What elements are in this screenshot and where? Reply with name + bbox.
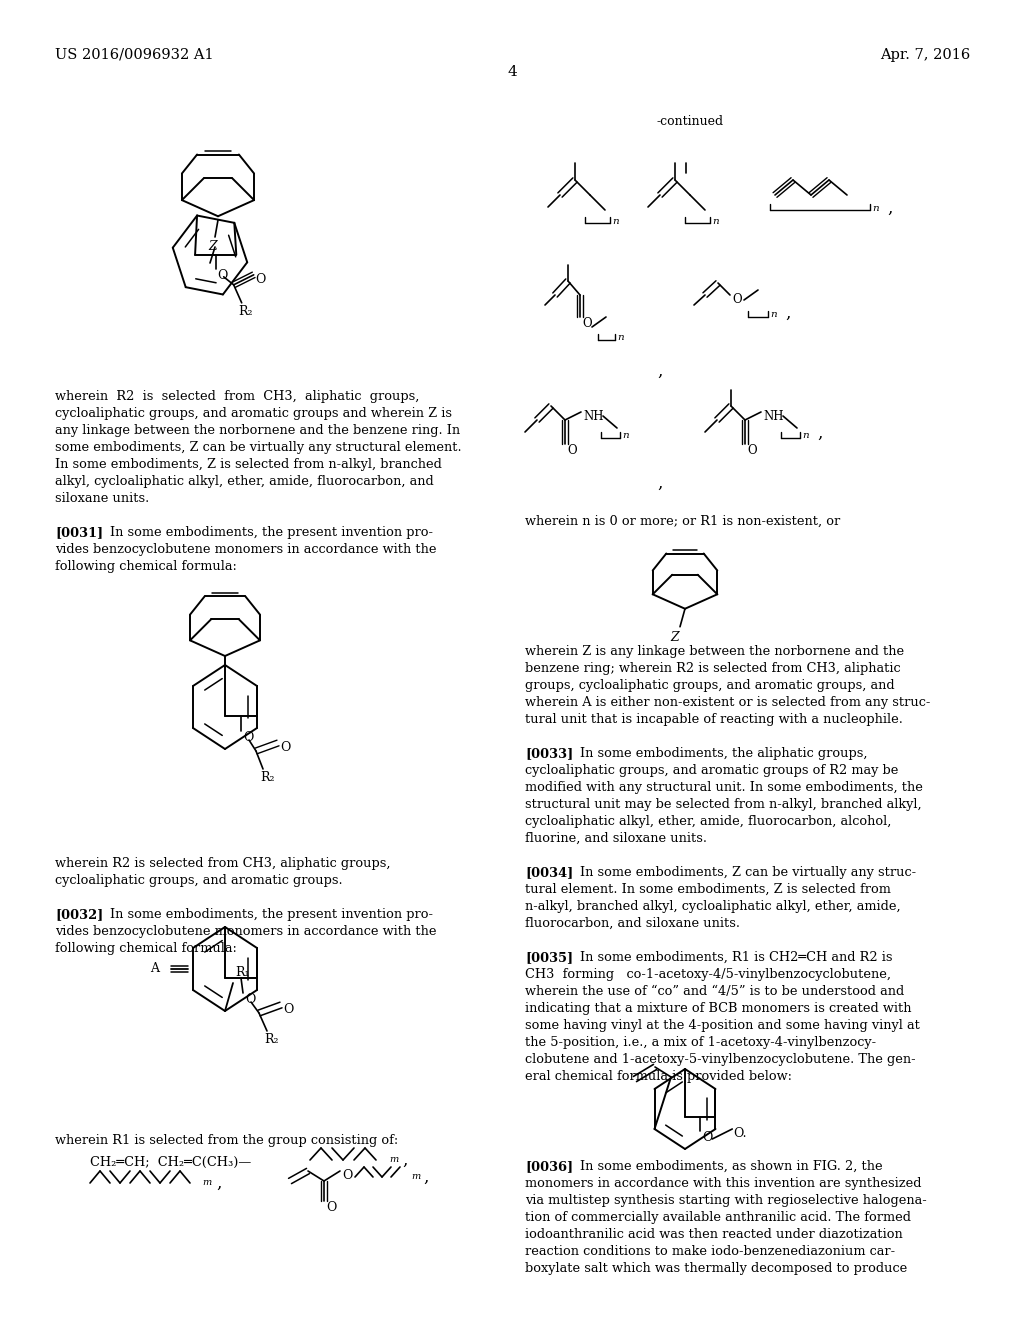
Text: some having vinyl at the 4-position and some having vinyl at: some having vinyl at the 4-position and … xyxy=(525,1019,920,1032)
Text: O: O xyxy=(702,1131,713,1144)
Text: [0033]: [0033] xyxy=(525,747,573,760)
Text: modified with any structural unit. In some embodiments, the: modified with any structural unit. In so… xyxy=(525,781,923,795)
Text: cycloaliphatic groups, and aromatic groups.: cycloaliphatic groups, and aromatic grou… xyxy=(55,874,343,887)
Text: In some embodiments, Z is selected from n-alkyl, branched: In some embodiments, Z is selected from … xyxy=(55,458,442,471)
Text: [0035]: [0035] xyxy=(525,950,573,964)
Text: m: m xyxy=(202,1177,211,1187)
Text: following chemical formula:: following chemical formula: xyxy=(55,942,237,954)
Text: some embodiments, Z can be virtually any structural element.: some embodiments, Z can be virtually any… xyxy=(55,441,462,454)
Text: A: A xyxy=(151,962,159,975)
Text: m: m xyxy=(411,1172,420,1181)
Text: wherein the use of “co” and “4/5” is to be understood and: wherein the use of “co” and “4/5” is to … xyxy=(525,985,904,998)
Text: clobutene and 1-acetoxy-5-vinylbenzocyclobutene. The gen-: clobutene and 1-acetoxy-5-vinylbenzocycl… xyxy=(525,1053,915,1067)
Text: O: O xyxy=(582,317,592,330)
Text: tion of commercially available anthranilic acid. The formed: tion of commercially available anthranil… xyxy=(525,1210,911,1224)
Text: In some embodiments, the present invention pro-: In some embodiments, the present inventi… xyxy=(110,525,433,539)
Text: n: n xyxy=(622,432,629,440)
Text: fluorocarbon, and siloxane units.: fluorocarbon, and siloxane units. xyxy=(525,917,740,931)
Text: fluorine, and siloxane units.: fluorine, and siloxane units. xyxy=(525,832,707,845)
Text: 4: 4 xyxy=(507,65,517,79)
Text: O: O xyxy=(218,269,228,282)
Text: ,: , xyxy=(817,425,822,442)
Text: groups, cycloaliphatic groups, and aromatic groups, and: groups, cycloaliphatic groups, and aroma… xyxy=(525,678,895,692)
Text: O: O xyxy=(256,273,266,286)
Text: O: O xyxy=(283,1003,294,1016)
Text: eral chemical formula is provided below:: eral chemical formula is provided below: xyxy=(525,1071,792,1082)
Text: n: n xyxy=(712,216,719,226)
Text: cycloaliphatic alkyl, ether, amide, fluorocarbon, alcohol,: cycloaliphatic alkyl, ether, amide, fluo… xyxy=(525,814,891,828)
Text: boxylate salt which was thermally decomposed to produce: boxylate salt which was thermally decomp… xyxy=(525,1262,907,1275)
Text: CH3  forming   co-1-acetoxy-4/5-vinylbenzocyclobutene,: CH3 forming co-1-acetoxy-4/5-vinylbenzoc… xyxy=(525,968,891,981)
Text: ,: , xyxy=(216,1175,221,1192)
Text: Z: Z xyxy=(671,631,679,644)
Text: In some embodiments, Z can be virtually any struc-: In some embodiments, Z can be virtually … xyxy=(580,866,916,879)
Text: benzene ring; wherein R2 is selected from CH3, aliphatic: benzene ring; wherein R2 is selected fro… xyxy=(525,663,901,675)
Text: [0031]: [0031] xyxy=(55,525,103,539)
Text: In some embodiments, the present invention pro-: In some embodiments, the present inventi… xyxy=(110,908,433,921)
Text: [0032]: [0032] xyxy=(55,908,103,921)
Text: m: m xyxy=(389,1155,398,1164)
Text: ,: , xyxy=(887,201,892,216)
Text: NH: NH xyxy=(583,411,603,422)
Text: n: n xyxy=(617,333,624,342)
Text: n: n xyxy=(612,216,618,226)
Text: In some embodiments, R1 is CH2═CH and R2 is: In some embodiments, R1 is CH2═CH and R2… xyxy=(580,950,893,964)
Text: O: O xyxy=(280,741,291,754)
Text: NH: NH xyxy=(763,411,783,422)
Text: following chemical formula:: following chemical formula: xyxy=(55,560,237,573)
Text: vides benzocyclobutene monomers in accordance with the: vides benzocyclobutene monomers in accor… xyxy=(55,543,436,556)
Text: reaction conditions to make iodo-benzenediazonium car-: reaction conditions to make iodo-benzene… xyxy=(525,1245,895,1258)
Text: In some embodiments, the aliphatic groups,: In some embodiments, the aliphatic group… xyxy=(580,747,867,760)
Text: O: O xyxy=(243,731,253,744)
Text: cycloaliphatic groups, and aromatic groups and wherein Z is: cycloaliphatic groups, and aromatic grou… xyxy=(55,407,452,420)
Text: indicating that a mixture of BCB monomers is created with: indicating that a mixture of BCB monomer… xyxy=(525,1002,911,1015)
Text: vides benzocyclobutene monomers in accordance with the: vides benzocyclobutene monomers in accor… xyxy=(55,925,436,939)
Text: ,: , xyxy=(657,363,663,380)
Text: n: n xyxy=(770,310,776,319)
Text: ,: , xyxy=(402,1152,408,1170)
Text: the 5-position, i.e., a mix of 1-acetoxy-4-vinylbenzocy-: the 5-position, i.e., a mix of 1-acetoxy… xyxy=(525,1036,877,1049)
Text: tural element. In some embodiments, Z is selected from: tural element. In some embodiments, Z is… xyxy=(525,883,891,896)
Text: Z: Z xyxy=(209,240,217,253)
Text: R₁: R₁ xyxy=(234,966,250,979)
Text: siloxane units.: siloxane units. xyxy=(55,492,150,506)
Text: monomers in accordance with this invention are synthesized: monomers in accordance with this inventi… xyxy=(525,1177,922,1191)
Text: O: O xyxy=(732,293,741,306)
Text: n: n xyxy=(802,432,809,440)
Text: -continued: -continued xyxy=(656,115,724,128)
Text: iodoanthranilic acid was then reacted under diazotization: iodoanthranilic acid was then reacted un… xyxy=(525,1228,903,1241)
Text: wherein R1 is selected from the group consisting of:: wherein R1 is selected from the group co… xyxy=(55,1134,398,1147)
Text: O: O xyxy=(746,444,757,457)
Text: Apr. 7, 2016: Apr. 7, 2016 xyxy=(880,48,970,62)
Text: n-alkyl, branched alkyl, cycloaliphatic alkyl, ether, amide,: n-alkyl, branched alkyl, cycloaliphatic … xyxy=(525,900,901,913)
Text: [0034]: [0034] xyxy=(525,866,573,879)
Text: wherein n is 0 or more; or R1 is non-existent, or: wherein n is 0 or more; or R1 is non-exi… xyxy=(525,515,841,528)
Text: R₂: R₂ xyxy=(260,771,274,784)
Text: cycloaliphatic groups, and aromatic groups of R2 may be: cycloaliphatic groups, and aromatic grou… xyxy=(525,764,898,777)
Text: CH₂═CH;  CH₂═C(CH₃)—: CH₂═CH; CH₂═C(CH₃)— xyxy=(90,1156,251,1170)
Text: O.: O. xyxy=(733,1127,746,1140)
Text: wherein R2 is selected from CH3, aliphatic groups,: wherein R2 is selected from CH3, aliphat… xyxy=(55,857,390,870)
Text: via multistep synthesis starting with regioselective halogena-: via multistep synthesis starting with re… xyxy=(525,1195,927,1206)
Text: wherein A is either non-existent or is selected from any struc-: wherein A is either non-existent or is s… xyxy=(525,696,931,709)
Text: tural unit that is incapable of reacting with a nucleophile.: tural unit that is incapable of reacting… xyxy=(525,713,903,726)
Text: [0036]: [0036] xyxy=(525,1160,573,1173)
Text: US 2016/0096932 A1: US 2016/0096932 A1 xyxy=(55,48,214,62)
Text: ,: , xyxy=(657,475,663,492)
Text: wherein Z is any linkage between the norbornene and the: wherein Z is any linkage between the nor… xyxy=(525,645,904,657)
Text: O: O xyxy=(245,993,255,1006)
Text: n: n xyxy=(872,205,879,213)
Text: O: O xyxy=(342,1170,352,1181)
Text: O: O xyxy=(567,444,577,457)
Text: R₂: R₂ xyxy=(264,1034,279,1045)
Text: wherein  R2  is  selected  from  CH3,  aliphatic  groups,: wherein R2 is selected from CH3, aliphat… xyxy=(55,389,420,403)
Text: ,: , xyxy=(785,305,791,322)
Text: alkyl, cycloaliphatic alkyl, ether, amide, fluorocarbon, and: alkyl, cycloaliphatic alkyl, ether, amid… xyxy=(55,475,434,488)
Text: ,: , xyxy=(423,1170,429,1185)
Text: R₂: R₂ xyxy=(239,305,253,318)
Text: structural unit may be selected from n-alkyl, branched alkyl,: structural unit may be selected from n-a… xyxy=(525,799,922,810)
Text: O: O xyxy=(326,1201,336,1214)
Text: any linkage between the norbornene and the benzene ring. In: any linkage between the norbornene and t… xyxy=(55,424,460,437)
Text: In some embodiments, as shown in FIG. 2, the: In some embodiments, as shown in FIG. 2,… xyxy=(580,1160,883,1173)
